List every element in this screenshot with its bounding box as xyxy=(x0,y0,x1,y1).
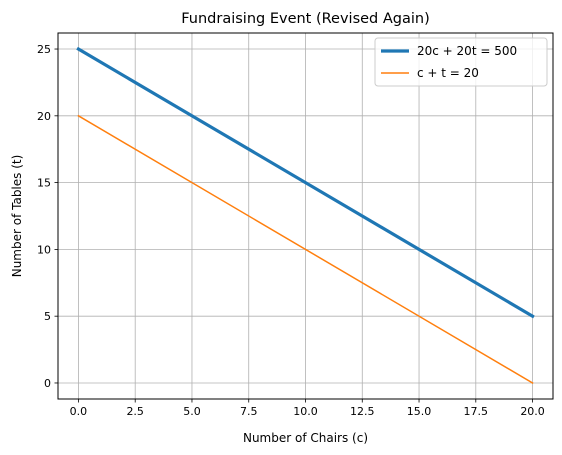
y-tick-label: 25 xyxy=(37,43,51,56)
y-axis-label: Number of Tables (t) xyxy=(10,155,24,278)
series-line-2 xyxy=(77,114,534,384)
y-tick-label: 15 xyxy=(37,177,51,190)
x-axis-label: Number of Chairs (c) xyxy=(243,431,368,445)
x-tick-label: 15.0 xyxy=(407,405,432,418)
chart-title: Fundraising Event (Revised Again) xyxy=(181,11,430,27)
y-tick-label: 20 xyxy=(37,110,51,123)
legend-box xyxy=(374,37,548,87)
x-tick-label: 0.0 xyxy=(70,405,88,418)
x-tick-label: 17.5 xyxy=(464,405,489,418)
legend-label-1: 20c + 20t = 500 xyxy=(417,44,517,58)
x-tick-label: 10.0 xyxy=(293,405,318,418)
series-lines xyxy=(76,46,535,384)
x-tick-label: 5.0 xyxy=(183,405,201,418)
x-axis-ticks: 0.0 2.5 5.0 7.5 10.0 12.5 15.0 17.5 20.0 xyxy=(70,399,545,418)
legend: 20c + 20t = 500 c + t = 20 xyxy=(374,37,548,87)
x-tick-label: 2.5 xyxy=(126,405,144,418)
x-tick-label: 20.0 xyxy=(520,405,545,418)
x-tick-label: 7.5 xyxy=(240,405,258,418)
y-tick-label: 10 xyxy=(37,243,51,256)
x-tick-label: 12.5 xyxy=(350,405,375,418)
y-tick-label: 0 xyxy=(44,377,51,390)
y-tick-label: 5 xyxy=(44,310,51,323)
series-line-1 xyxy=(76,46,535,319)
grid xyxy=(58,33,553,399)
y-axis-ticks: 0 5 10 15 20 25 xyxy=(37,43,58,390)
legend-label-2: c + t = 20 xyxy=(417,66,479,80)
